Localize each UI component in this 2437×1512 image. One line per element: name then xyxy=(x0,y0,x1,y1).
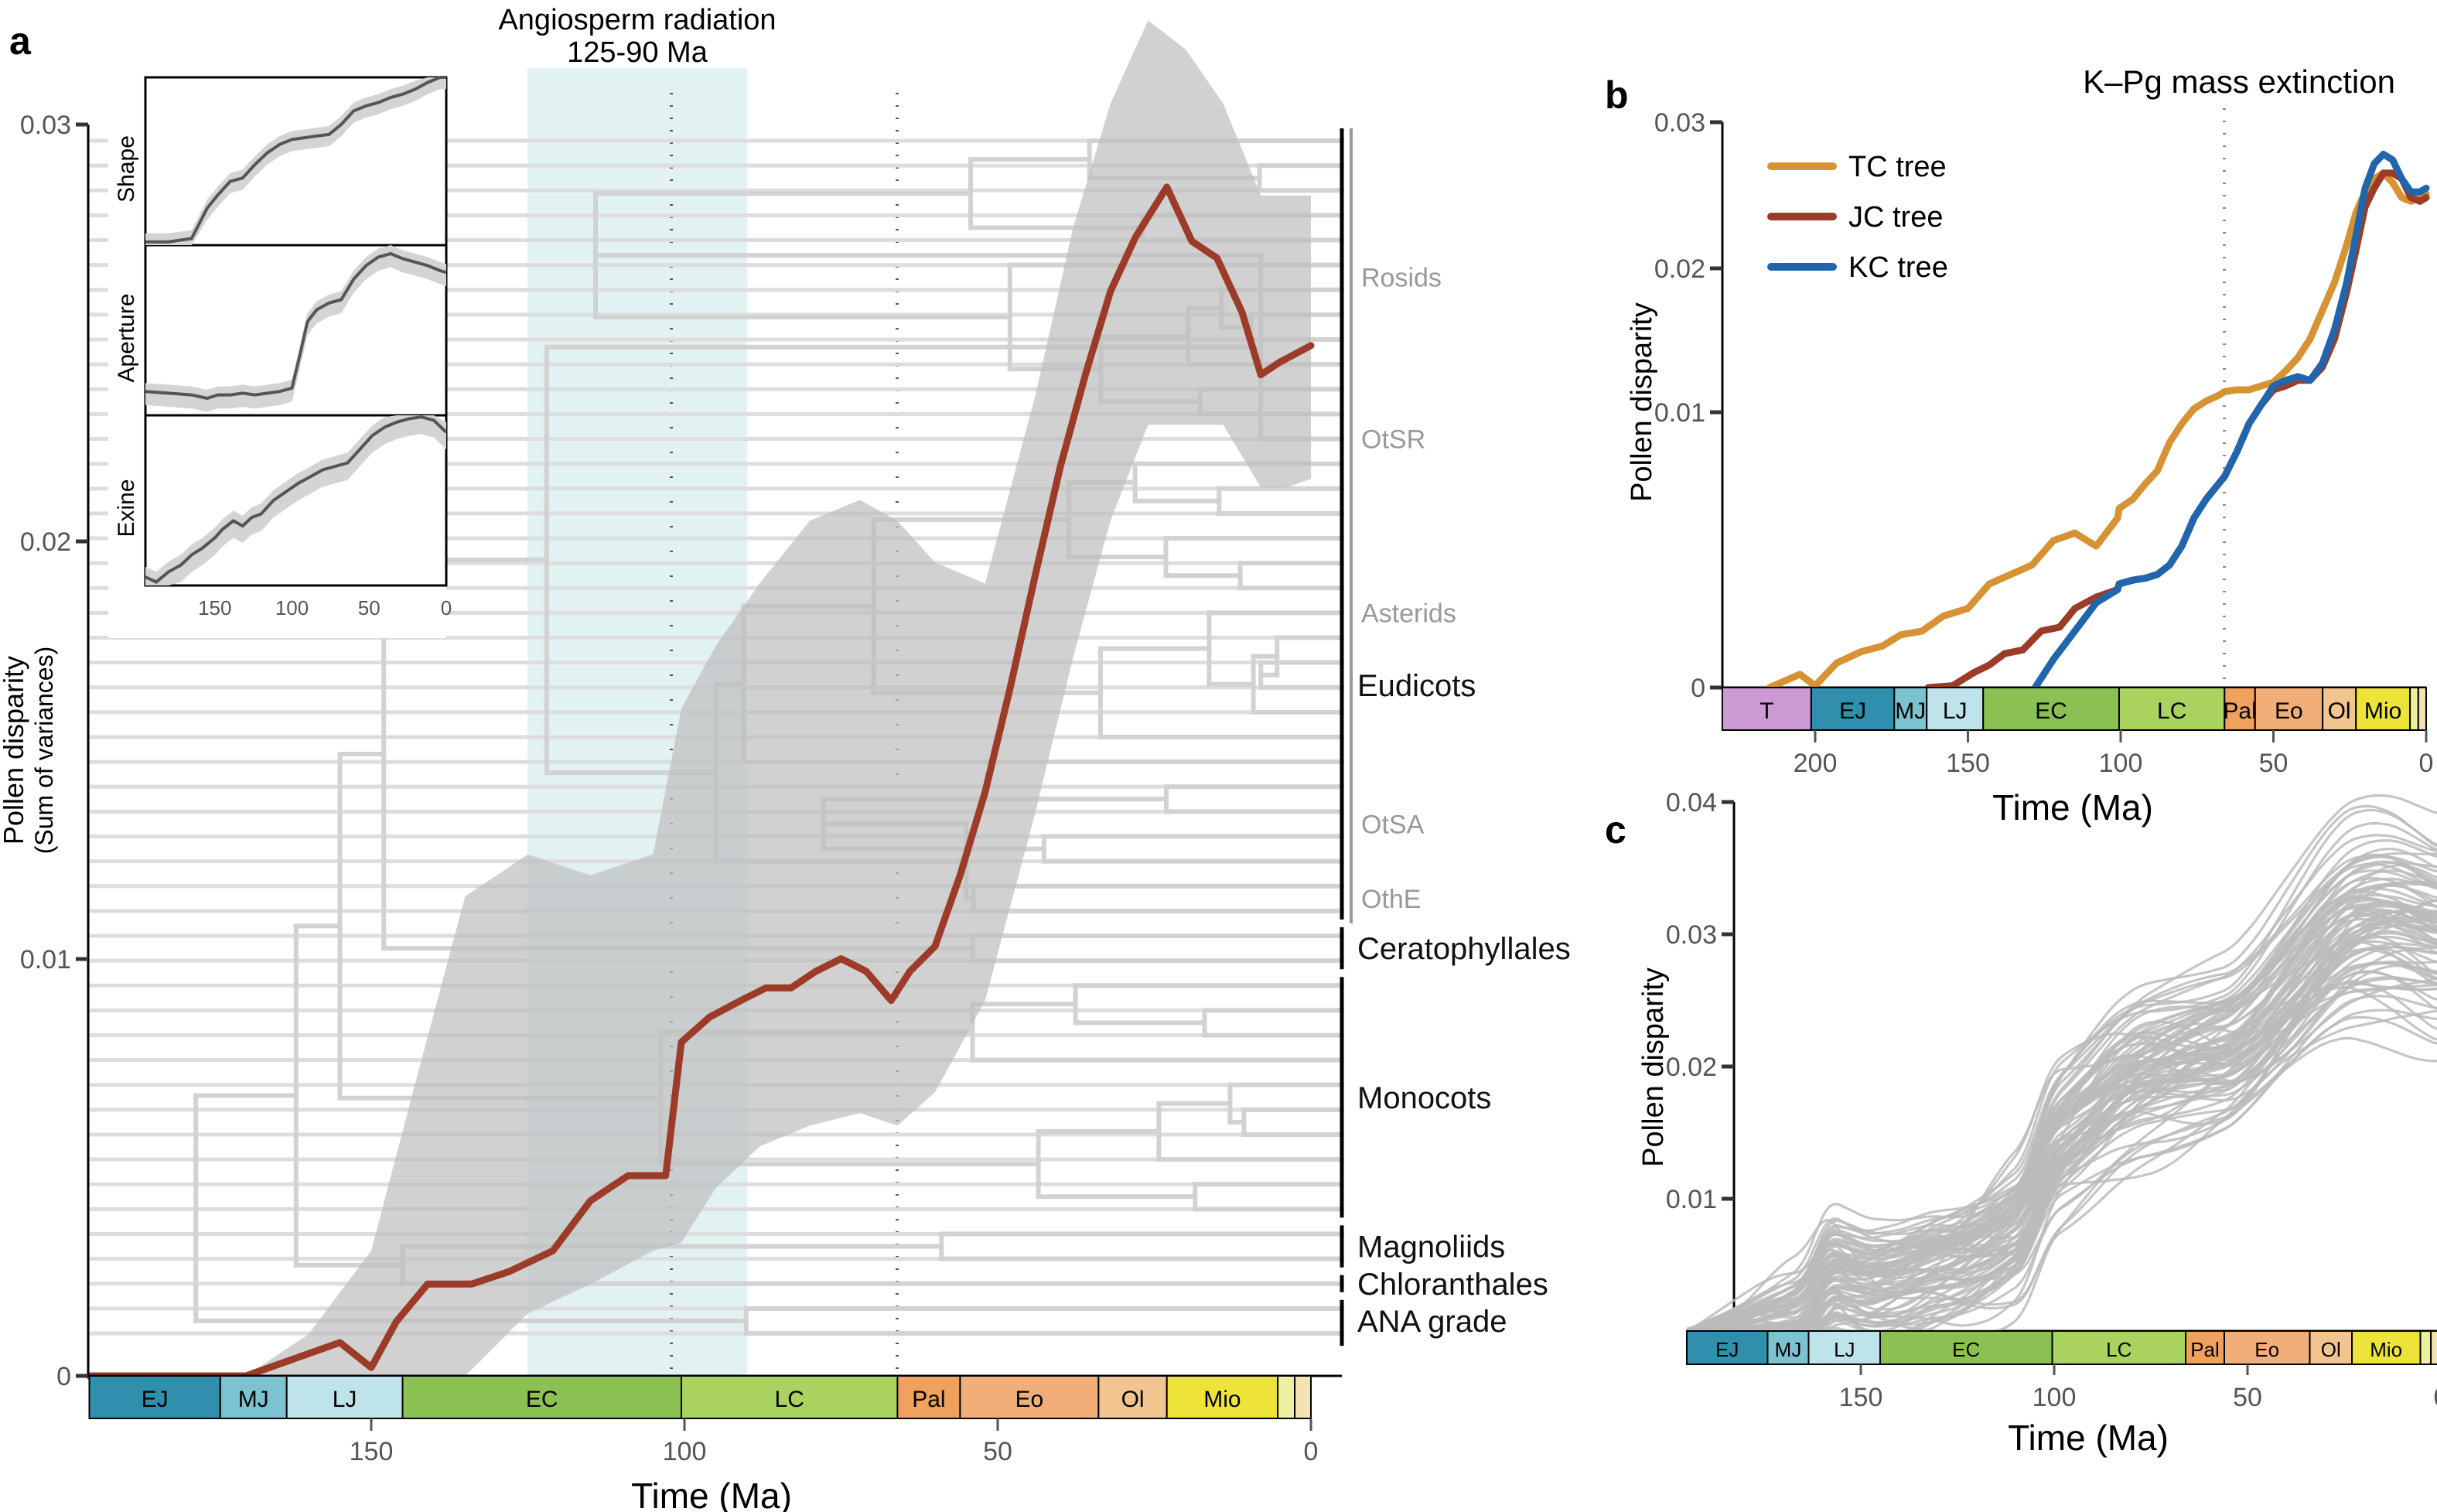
svg-text:0: 0 xyxy=(1304,1437,1319,1466)
svg-text:TC tree: TC tree xyxy=(1848,151,1947,183)
svg-text:c: c xyxy=(1605,808,1626,852)
svg-text:Pal: Pal xyxy=(912,1387,945,1412)
svg-text:Monocots: Monocots xyxy=(1357,1081,1491,1115)
svg-text:150: 150 xyxy=(1946,749,1990,778)
svg-text:Angiosperm radiation: Angiosperm radiation xyxy=(498,4,776,36)
svg-text:0: 0 xyxy=(2434,1383,2437,1412)
svg-text:Ol: Ol xyxy=(2321,1338,2341,1361)
svg-text:50: 50 xyxy=(2259,749,2289,778)
svg-text:Eo: Eo xyxy=(2275,698,2303,724)
svg-text:Pollen disparity: Pollen disparity xyxy=(0,656,29,845)
svg-text:0.03: 0.03 xyxy=(1666,920,1717,950)
svg-text:(Sum of variances): (Sum of variances) xyxy=(30,647,58,855)
svg-text:K–Pg mass extinction: K–Pg mass extinction xyxy=(2083,63,2395,100)
svg-text:Rosids: Rosids xyxy=(1361,264,1442,293)
svg-text:JC tree: JC tree xyxy=(1848,201,1943,234)
svg-text:Magnoliids: Magnoliids xyxy=(1357,1230,1505,1265)
svg-text:100: 100 xyxy=(2033,1383,2077,1412)
svg-text:LC: LC xyxy=(775,1387,804,1412)
svg-text:0: 0 xyxy=(2419,749,2434,778)
svg-text:150: 150 xyxy=(1839,1383,1883,1412)
svg-text:MJ: MJ xyxy=(238,1387,269,1412)
svg-text:50: 50 xyxy=(2233,1383,2262,1412)
svg-text:EJ: EJ xyxy=(1839,698,1866,724)
svg-text:KC tree: KC tree xyxy=(1848,251,1948,284)
svg-text:Ol: Ol xyxy=(1121,1387,1145,1412)
svg-text:Mio: Mio xyxy=(1203,1387,1241,1412)
svg-text:LJ: LJ xyxy=(1943,698,1968,724)
svg-text:0: 0 xyxy=(441,596,452,619)
svg-text:Shape: Shape xyxy=(114,135,139,203)
svg-text:Eo: Eo xyxy=(2254,1338,2279,1361)
svg-text:0.01: 0.01 xyxy=(20,945,71,974)
svg-text:125-90 Ma: 125-90 Ma xyxy=(567,36,708,69)
svg-text:100: 100 xyxy=(663,1437,707,1466)
svg-text:OthE: OthE xyxy=(1361,885,1421,914)
svg-text:Pollen disparity: Pollen disparity xyxy=(1637,968,1670,1167)
svg-text:100: 100 xyxy=(2099,749,2143,778)
svg-text:Ceratophyllales: Ceratophyllales xyxy=(1357,932,1571,966)
svg-text:Eudicots: Eudicots xyxy=(1357,669,1476,703)
svg-text:0.02: 0.02 xyxy=(20,527,71,557)
svg-text:Mio: Mio xyxy=(2370,1338,2402,1361)
svg-text:0.04: 0.04 xyxy=(1666,788,1717,817)
svg-text:0.02: 0.02 xyxy=(1666,1053,1717,1082)
svg-text:OtSA: OtSA xyxy=(1361,810,1425,839)
svg-text:Eo: Eo xyxy=(1015,1387,1044,1412)
svg-text:0: 0 xyxy=(56,1362,71,1391)
svg-text:Pal: Pal xyxy=(2223,698,2256,724)
svg-text:a: a xyxy=(9,19,32,63)
svg-text:Chloranthales: Chloranthales xyxy=(1357,1268,1548,1302)
svg-text:150: 150 xyxy=(350,1437,394,1466)
svg-text:0.01: 0.01 xyxy=(1654,398,1705,428)
svg-text:MJ: MJ xyxy=(1895,698,1926,724)
svg-text:0.02: 0.02 xyxy=(1654,254,1705,284)
svg-text:EJ: EJ xyxy=(1715,1338,1739,1361)
svg-text:50: 50 xyxy=(983,1437,1012,1466)
svg-text:b: b xyxy=(1605,73,1629,117)
svg-text:T: T xyxy=(1759,698,1773,724)
svg-text:Pollen disparity: Pollen disparity xyxy=(1626,302,1658,502)
svg-text:Pal: Pal xyxy=(2190,1338,2220,1361)
svg-text:LC: LC xyxy=(2106,1338,2132,1361)
svg-text:LJ: LJ xyxy=(333,1387,357,1412)
svg-text:Mio: Mio xyxy=(2364,698,2401,724)
svg-text:MJ: MJ xyxy=(1775,1338,1802,1361)
svg-text:Ol: Ol xyxy=(2328,698,2351,724)
svg-text:OtSR: OtSR xyxy=(1361,425,1425,455)
svg-text:EJ: EJ xyxy=(142,1387,169,1412)
svg-text:150: 150 xyxy=(198,596,231,619)
svg-text:100: 100 xyxy=(275,596,309,619)
svg-text:50: 50 xyxy=(358,596,381,619)
svg-text:ANA grade: ANA grade xyxy=(1357,1305,1507,1339)
svg-text:EC: EC xyxy=(2035,698,2067,724)
svg-text:EC: EC xyxy=(1952,1338,1980,1361)
svg-text:0.03: 0.03 xyxy=(1654,108,1705,138)
svg-text:Time (Ma): Time (Ma) xyxy=(1992,787,2153,828)
svg-text:200: 200 xyxy=(1794,749,1838,778)
svg-text:0: 0 xyxy=(1691,674,1705,703)
svg-text:Aperture: Aperture xyxy=(114,293,139,382)
svg-text:Time (Ma): Time (Ma) xyxy=(631,1476,792,1512)
svg-text:Time (Ma): Time (Ma) xyxy=(2008,1418,2169,1458)
svg-text:0.01: 0.01 xyxy=(1666,1185,1717,1214)
svg-text:LJ: LJ xyxy=(1834,1338,1855,1361)
svg-text:EC: EC xyxy=(526,1387,558,1412)
svg-text:0.03: 0.03 xyxy=(20,111,71,140)
svg-text:Asterids: Asterids xyxy=(1361,599,1456,628)
svg-text:LC: LC xyxy=(2157,698,2186,724)
svg-text:Exine: Exine xyxy=(114,479,139,537)
